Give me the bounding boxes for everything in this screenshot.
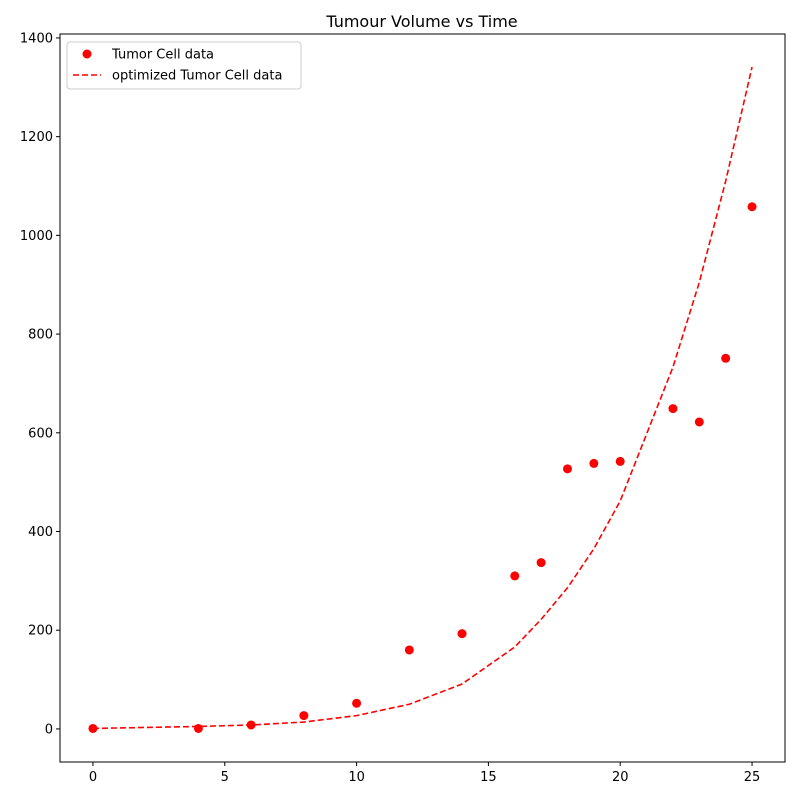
data-point bbox=[352, 698, 362, 708]
y-tick-label: 400 bbox=[28, 525, 53, 540]
y-tick-label: 1000 bbox=[20, 229, 53, 244]
x-tick-label: 25 bbox=[744, 770, 761, 785]
legend-label: Tumor Cell data bbox=[111, 48, 214, 63]
series-line-1 bbox=[92, 66, 753, 730]
y-tick-label: 200 bbox=[28, 624, 53, 639]
data-point bbox=[615, 456, 625, 466]
chart-title: Tumour Volume vs Time bbox=[325, 12, 517, 31]
x-tick-label: 5 bbox=[221, 770, 229, 785]
y-tick-label: 600 bbox=[28, 426, 53, 441]
y-tick-label: 800 bbox=[28, 328, 53, 343]
axis-ticks: 0 5 10 15 20 25 0 200 400 600 800 1000 1200 1400 bbox=[20, 31, 760, 785]
x-tick-label: 20 bbox=[612, 770, 629, 785]
data-point bbox=[536, 558, 546, 568]
data-point bbox=[668, 404, 678, 414]
data-point bbox=[589, 458, 599, 468]
plot-area bbox=[88, 66, 757, 733]
x-tick-label: 10 bbox=[348, 770, 365, 785]
axes-frame bbox=[59, 33, 786, 763]
y-tick-label: 1400 bbox=[20, 31, 53, 46]
data-point bbox=[563, 464, 572, 474]
legend-point-marker bbox=[82, 49, 92, 59]
data-point bbox=[299, 711, 309, 721]
x-tick-label: 0 bbox=[89, 770, 97, 785]
y-tick-label: 0 bbox=[45, 722, 53, 737]
data-point bbox=[193, 723, 203, 733]
data-point bbox=[694, 417, 704, 427]
legend-box bbox=[66, 41, 302, 90]
data-point bbox=[404, 645, 414, 655]
data-point bbox=[721, 353, 731, 363]
x-tick-label: 15 bbox=[480, 770, 497, 785]
data-point bbox=[457, 629, 467, 639]
legend: Tumor Cell data optimized Tumor Cell data bbox=[66, 41, 302, 90]
data-point bbox=[510, 571, 520, 581]
data-point bbox=[747, 202, 757, 212]
y-tick-label: 1200 bbox=[20, 130, 53, 145]
legend-label: optimized Tumor Cell data bbox=[112, 69, 282, 84]
